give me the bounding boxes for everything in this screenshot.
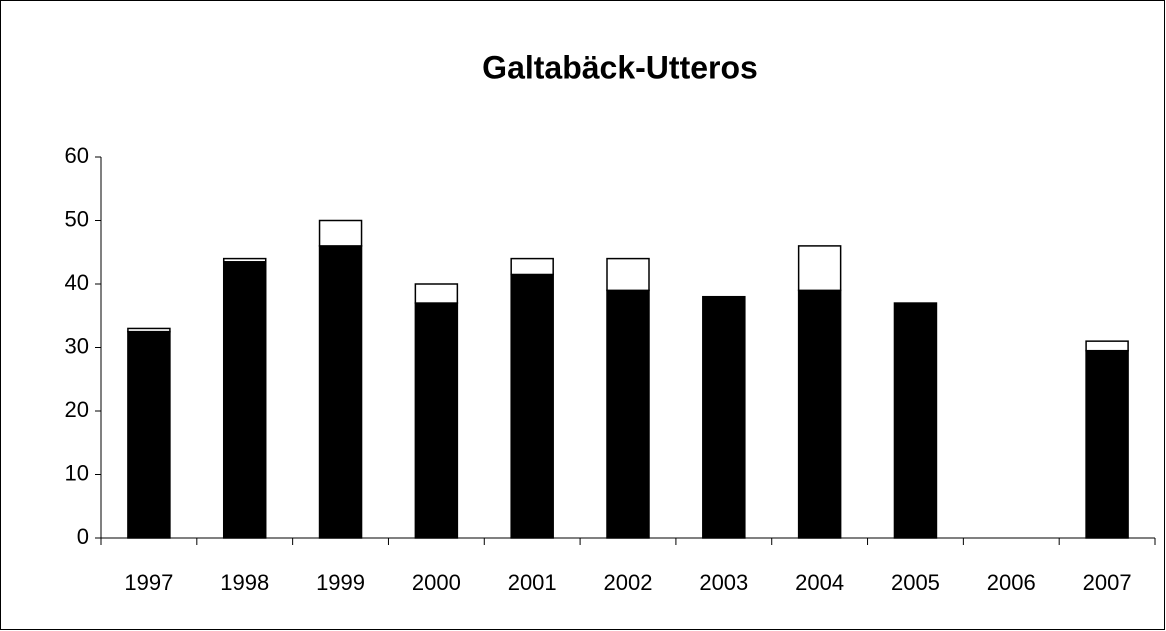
x-tick-label: 1999 <box>316 570 365 595</box>
bar-segment <box>797 245 842 292</box>
bar-segment <box>127 327 171 333</box>
x-tick-label: 2001 <box>508 570 557 595</box>
bar-segment <box>222 257 267 263</box>
bar-segment <box>318 219 363 247</box>
x-tick-label: 2003 <box>699 570 748 595</box>
bar-segment <box>127 330 171 539</box>
x-tick-label: 2004 <box>795 570 844 595</box>
bar-segment <box>1085 349 1129 539</box>
chart-title: Galtabäck-Utteros <box>482 49 758 85</box>
bar-segment <box>893 302 938 539</box>
bar-segment <box>318 245 363 539</box>
y-tick-label: 0 <box>77 524 89 549</box>
y-tick-label: 60 <box>65 143 89 168</box>
x-tick-label: 2007 <box>1083 570 1132 595</box>
x-tick-label: 2000 <box>412 570 461 595</box>
y-tick-label: 40 <box>65 270 89 295</box>
bar-segment <box>702 295 746 539</box>
x-tick-label: 2006 <box>987 570 1036 595</box>
bar-segment <box>222 261 267 539</box>
bar-segment <box>797 289 842 539</box>
bar-segment <box>606 257 650 292</box>
x-tick-label: 2005 <box>891 570 940 595</box>
bar-segment <box>1085 340 1129 352</box>
bar-segment <box>510 273 554 539</box>
bar-segment <box>414 302 459 539</box>
x-tick-label: 1997 <box>124 570 173 595</box>
y-tick-label: 50 <box>65 206 89 231</box>
y-tick-label: 20 <box>65 397 89 422</box>
bar-segment <box>414 283 459 304</box>
bar-segment <box>606 289 650 539</box>
bar-segment <box>510 257 554 276</box>
x-tick-label: 2002 <box>604 570 653 595</box>
x-tick-label: 1998 <box>220 570 269 595</box>
y-tick-label: 10 <box>65 460 89 485</box>
y-tick-label: 30 <box>65 333 89 358</box>
